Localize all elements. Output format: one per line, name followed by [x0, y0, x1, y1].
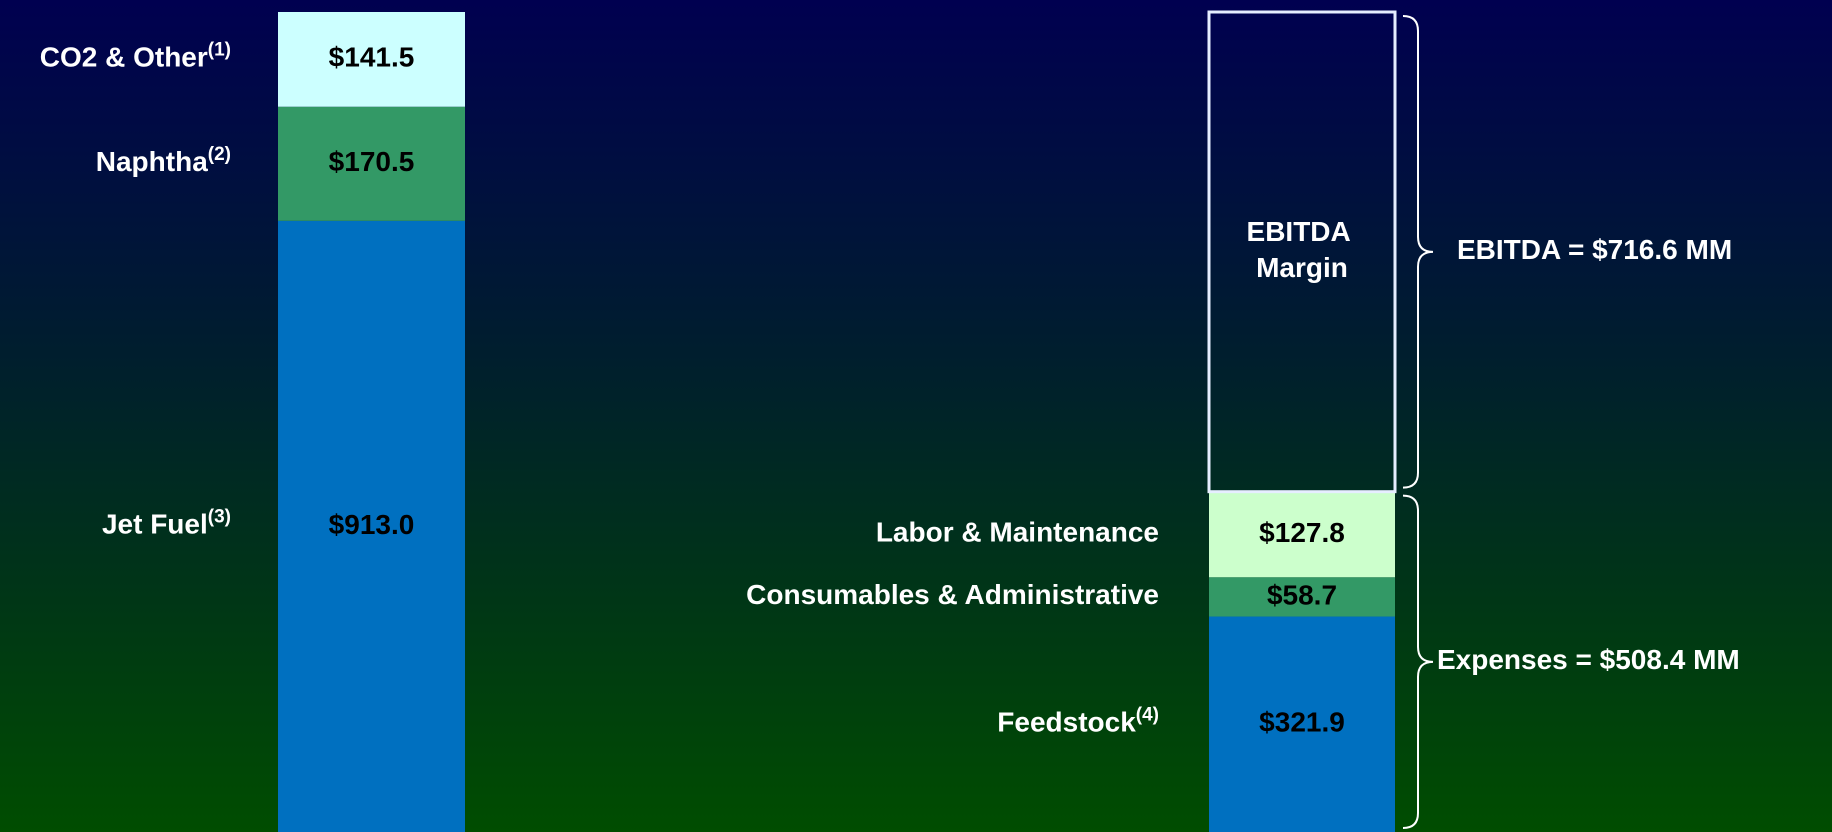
segment-label: Feedstock(4) [997, 704, 1159, 737]
footnote-mark: (3) [208, 506, 231, 527]
bar-segment [1209, 616, 1395, 832]
value-label: $58.7 [1267, 579, 1337, 610]
segment-label: Consumables & Administrative [746, 579, 1159, 610]
bar-segment [278, 12, 465, 107]
segment-name: Feedstock [997, 707, 1136, 738]
brace-label: EBITDA = $716.6 MM [1457, 234, 1732, 265]
segment-label: Jet Fuel(3) [102, 506, 231, 539]
segment-name: Consumables & Administrative [746, 579, 1159, 610]
value-label: $321.9 [1259, 707, 1345, 738]
segment-label: Labor & Maintenance [876, 517, 1159, 548]
segment-name: Jet Fuel [102, 509, 208, 540]
footnote-mark: (1) [208, 39, 231, 60]
segment-label: Naphtha(2) [96, 144, 231, 177]
bar-segment [278, 106, 465, 221]
brace [1402, 494, 1434, 829]
segment-label: CO2 & Other(1) [40, 39, 231, 72]
bar-segment [278, 220, 465, 832]
margin-label-line: Margin [1256, 252, 1348, 283]
brace-label: Expenses = $508.4 MM [1437, 644, 1740, 675]
margin-label-line: EBITDA [1247, 216, 1358, 247]
value-label: $913.0 [329, 509, 415, 540]
value-label: $141.5 [329, 42, 415, 73]
value-label: $170.5 [329, 146, 415, 177]
footnote-mark: (2) [208, 144, 231, 165]
margin-label: EBITDA Margin [1247, 216, 1358, 283]
value-label: $127.8 [1259, 517, 1345, 548]
segment-name: Labor & Maintenance [876, 517, 1159, 548]
footnote-mark: (4) [1136, 704, 1159, 725]
brace [1402, 15, 1434, 489]
segment-name: Naphtha [96, 146, 208, 177]
margin-outline [1207, 10, 1397, 494]
bar-segment [1209, 577, 1395, 617]
segment-name: CO2 & Other [40, 42, 208, 73]
bar-segment [1209, 491, 1395, 578]
